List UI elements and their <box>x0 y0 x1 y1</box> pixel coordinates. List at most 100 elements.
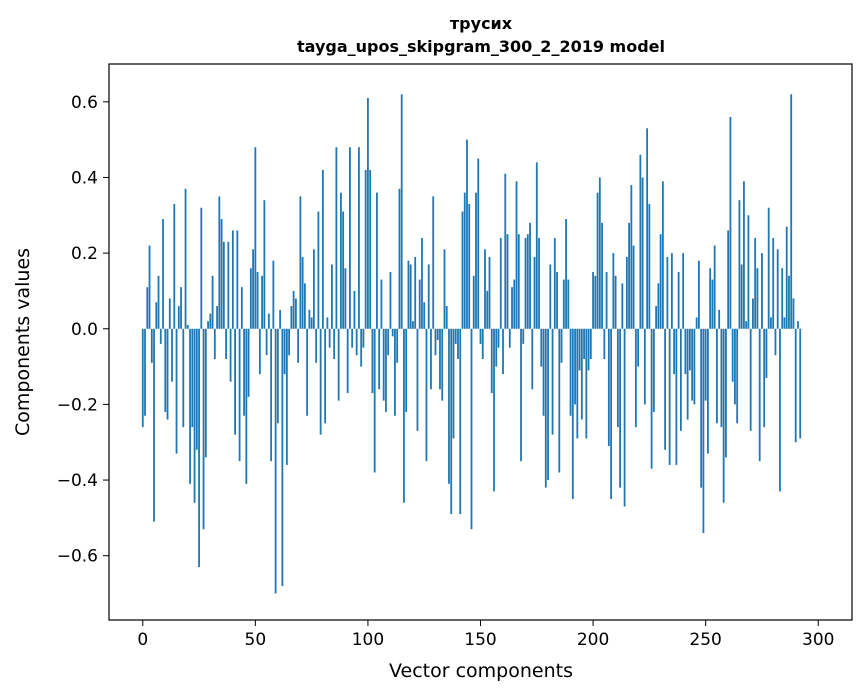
bar <box>562 279 565 329</box>
bar <box>544 328 547 488</box>
bar <box>195 328 198 450</box>
bar <box>229 328 232 382</box>
bar <box>634 328 637 428</box>
bar <box>261 275 263 329</box>
bar <box>511 287 513 329</box>
bar <box>222 241 225 329</box>
bar <box>439 328 441 390</box>
bar <box>668 328 671 465</box>
bar <box>209 313 212 329</box>
bar <box>470 328 473 530</box>
bar <box>340 192 342 329</box>
bar <box>596 192 599 329</box>
bar <box>729 116 732 329</box>
y-tick-label: 0.0 <box>71 320 98 340</box>
bar <box>376 192 378 329</box>
bar <box>263 200 266 329</box>
bar <box>499 237 502 329</box>
bar <box>328 328 331 348</box>
bar <box>727 230 730 329</box>
bar <box>308 309 311 329</box>
bar <box>619 328 621 488</box>
bar <box>353 290 356 329</box>
bar <box>700 328 703 488</box>
bar <box>601 222 603 329</box>
bar <box>772 237 775 329</box>
bar <box>540 328 543 367</box>
bar <box>301 256 304 329</box>
bar <box>515 181 518 329</box>
bar <box>574 328 576 405</box>
chart-title: трусих <box>450 14 513 33</box>
bar <box>695 317 698 329</box>
bar <box>484 249 486 329</box>
bar <box>682 253 685 329</box>
bar <box>299 196 302 329</box>
bar <box>380 279 383 329</box>
bar <box>711 279 714 329</box>
bar <box>517 234 520 329</box>
bar <box>614 275 617 329</box>
bar <box>765 328 768 378</box>
bar <box>306 328 309 416</box>
bar <box>673 328 676 375</box>
bar <box>560 328 563 363</box>
bar <box>198 328 200 568</box>
bar <box>319 328 322 435</box>
bar <box>587 328 590 371</box>
bar <box>770 317 772 329</box>
bar <box>625 256 628 329</box>
bar <box>416 328 419 431</box>
x-axis-ticks: 0 50 100 150 200 250 300 <box>137 620 834 650</box>
bar <box>331 264 333 329</box>
bar <box>630 185 633 329</box>
bar <box>603 328 606 360</box>
bar <box>148 245 151 329</box>
bar <box>184 188 187 329</box>
bar <box>326 317 329 329</box>
bar <box>243 328 245 416</box>
bar <box>736 328 739 424</box>
y-tick-label: −0.2 <box>57 395 98 415</box>
bar <box>150 328 153 363</box>
bar <box>441 328 444 401</box>
bar <box>281 328 284 586</box>
bar <box>594 275 597 329</box>
bar <box>166 328 169 420</box>
bar <box>774 328 777 356</box>
bar <box>781 268 784 329</box>
x-tick-label: 250 <box>689 630 721 650</box>
bar <box>740 264 743 329</box>
x-tick-label: 150 <box>464 630 496 650</box>
bar <box>421 237 423 329</box>
x-tick-label: 200 <box>577 630 609 650</box>
bar <box>785 226 788 329</box>
bar <box>506 234 509 329</box>
chart-subtitle: tayga_upos_skipgram_300_2_2019 model <box>297 37 665 56</box>
bar <box>186 324 189 329</box>
bar <box>779 328 781 492</box>
bar <box>486 290 489 329</box>
bar <box>207 321 209 329</box>
bar <box>407 260 410 329</box>
bar <box>164 328 167 412</box>
bar <box>445 306 448 329</box>
bar <box>238 328 241 462</box>
bar <box>218 196 221 329</box>
bar <box>418 279 421 329</box>
bar <box>788 275 790 329</box>
bar <box>180 287 182 329</box>
bar <box>405 328 408 412</box>
bar <box>427 264 430 329</box>
bar <box>423 302 426 329</box>
bar <box>144 328 146 416</box>
bar <box>321 169 324 329</box>
bar <box>646 128 649 329</box>
bar <box>171 328 173 382</box>
x-tick-label: 100 <box>352 630 384 650</box>
bar <box>452 328 455 439</box>
bar <box>542 328 545 416</box>
bar <box>200 207 203 329</box>
bar <box>373 328 376 473</box>
